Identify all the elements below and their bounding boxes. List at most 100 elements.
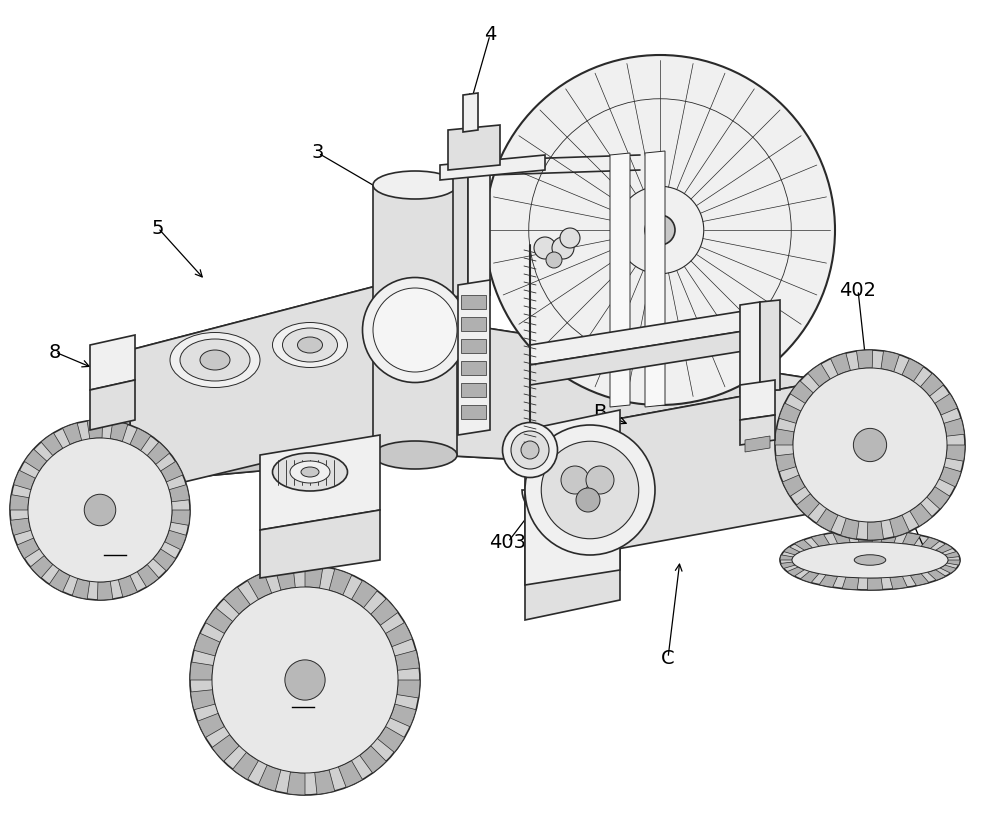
Polygon shape <box>740 302 760 393</box>
Ellipse shape <box>534 237 556 259</box>
Polygon shape <box>780 555 793 560</box>
Polygon shape <box>260 435 380 530</box>
Polygon shape <box>939 467 961 487</box>
Polygon shape <box>530 375 885 535</box>
Polygon shape <box>87 420 103 439</box>
Ellipse shape <box>775 350 965 540</box>
Ellipse shape <box>272 453 348 491</box>
Ellipse shape <box>546 252 562 268</box>
Ellipse shape <box>485 55 835 405</box>
Polygon shape <box>940 565 956 573</box>
Ellipse shape <box>853 429 887 462</box>
Text: 704: 704 <box>344 449 380 468</box>
Polygon shape <box>390 704 416 727</box>
Ellipse shape <box>854 555 886 565</box>
Ellipse shape <box>541 441 639 539</box>
Ellipse shape <box>301 467 319 477</box>
Polygon shape <box>927 570 946 581</box>
Polygon shape <box>902 533 921 545</box>
Polygon shape <box>30 556 53 578</box>
Polygon shape <box>287 771 305 795</box>
Polygon shape <box>525 410 620 540</box>
Polygon shape <box>760 300 780 390</box>
Polygon shape <box>776 453 796 472</box>
Polygon shape <box>794 539 813 550</box>
Ellipse shape <box>362 278 468 382</box>
Polygon shape <box>831 354 850 375</box>
Ellipse shape <box>780 530 960 590</box>
Polygon shape <box>530 370 885 525</box>
Polygon shape <box>338 761 362 787</box>
Polygon shape <box>775 429 794 445</box>
Ellipse shape <box>792 542 948 578</box>
Polygon shape <box>530 330 750 385</box>
Polygon shape <box>927 487 950 510</box>
Polygon shape <box>811 534 830 546</box>
Polygon shape <box>191 690 215 710</box>
Polygon shape <box>530 370 885 565</box>
Polygon shape <box>910 573 929 586</box>
Polygon shape <box>205 608 233 634</box>
Polygon shape <box>468 160 490 295</box>
Polygon shape <box>816 509 838 531</box>
Polygon shape <box>212 734 239 762</box>
Polygon shape <box>224 587 250 615</box>
Polygon shape <box>395 650 419 670</box>
Polygon shape <box>610 153 630 407</box>
Polygon shape <box>463 93 478 132</box>
Polygon shape <box>95 350 130 505</box>
Polygon shape <box>787 567 804 577</box>
Polygon shape <box>740 415 775 445</box>
Text: 1: 1 <box>922 548 934 567</box>
Polygon shape <box>275 566 295 590</box>
Ellipse shape <box>793 368 947 522</box>
Polygon shape <box>130 285 380 495</box>
Text: 8: 8 <box>49 343 61 362</box>
Polygon shape <box>448 125 500 170</box>
Polygon shape <box>233 752 258 780</box>
Polygon shape <box>740 380 775 420</box>
Polygon shape <box>819 575 838 587</box>
Text: A: A <box>658 53 672 72</box>
Polygon shape <box>110 421 128 442</box>
Polygon shape <box>315 770 335 795</box>
Polygon shape <box>841 518 859 539</box>
Ellipse shape <box>373 288 457 372</box>
Polygon shape <box>190 662 213 680</box>
Polygon shape <box>645 151 665 407</box>
Polygon shape <box>198 714 224 738</box>
Ellipse shape <box>552 237 574 259</box>
Text: 401: 401 <box>620 308 656 327</box>
Polygon shape <box>130 285 380 420</box>
Polygon shape <box>169 485 189 501</box>
Bar <box>461 361 486 375</box>
Ellipse shape <box>373 171 457 199</box>
Text: 4: 4 <box>484 26 496 45</box>
Bar <box>461 317 486 331</box>
Polygon shape <box>936 544 953 553</box>
Ellipse shape <box>645 215 675 245</box>
Polygon shape <box>305 565 323 588</box>
Polygon shape <box>147 442 170 464</box>
Polygon shape <box>24 449 47 471</box>
Polygon shape <box>160 320 885 480</box>
Polygon shape <box>784 547 800 555</box>
Polygon shape <box>360 746 386 773</box>
Text: 403: 403 <box>490 533 526 552</box>
Polygon shape <box>153 549 176 571</box>
Ellipse shape <box>521 441 539 459</box>
Ellipse shape <box>560 228 580 248</box>
Polygon shape <box>386 623 412 647</box>
Polygon shape <box>833 531 850 544</box>
Polygon shape <box>352 581 377 608</box>
Polygon shape <box>41 433 63 456</box>
Polygon shape <box>435 320 885 480</box>
Polygon shape <box>171 510 190 525</box>
Polygon shape <box>944 418 964 436</box>
Polygon shape <box>458 280 490 435</box>
Polygon shape <box>881 351 899 372</box>
Ellipse shape <box>511 431 549 469</box>
Polygon shape <box>118 576 137 597</box>
Polygon shape <box>945 552 959 558</box>
Ellipse shape <box>272 322 348 368</box>
